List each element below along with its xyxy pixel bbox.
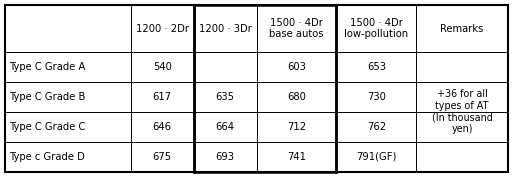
Text: 1500 · 4Dr
base autos: 1500 · 4Dr base autos [269,18,324,39]
Text: +36 for all
types of AT
(In thousand
yen): +36 for all types of AT (In thousand yen… [432,89,492,134]
Text: Type C Grade A: Type C Grade A [9,62,86,72]
Text: 1200 · 3Dr: 1200 · 3Dr [199,24,251,34]
Text: Type C Grade B: Type C Grade B [9,92,86,102]
Text: 653: 653 [367,62,386,72]
Text: 646: 646 [153,122,172,132]
Text: 712: 712 [287,122,306,132]
Text: 664: 664 [215,122,234,132]
Text: 675: 675 [153,152,172,162]
Text: 617: 617 [153,92,172,102]
Text: Type C Grade C: Type C Grade C [9,122,86,132]
Text: 762: 762 [367,122,386,132]
Text: 730: 730 [367,92,386,102]
Text: 1200 · 2Dr: 1200 · 2Dr [136,24,189,34]
Text: 635: 635 [215,92,234,102]
Text: Type c Grade D: Type c Grade D [9,152,85,162]
Text: 540: 540 [153,62,172,72]
Text: 680: 680 [287,92,306,102]
Text: 603: 603 [287,62,306,72]
Text: 791(GF): 791(GF) [357,152,397,162]
Text: 741: 741 [287,152,306,162]
Text: 1500 · 4Dr
low-pollution: 1500 · 4Dr low-pollution [344,18,408,39]
Text: 693: 693 [215,152,234,162]
Text: Remarks: Remarks [441,24,484,34]
Bar [194,5,337,172]
